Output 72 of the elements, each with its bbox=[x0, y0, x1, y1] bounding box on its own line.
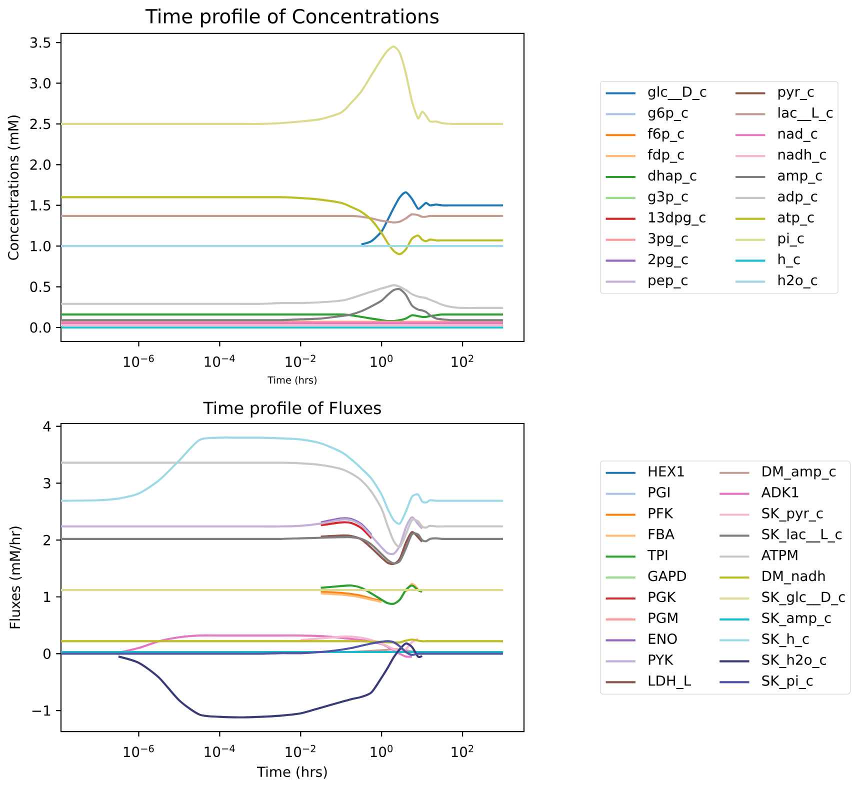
chart-title: Time profile of Fluxes bbox=[203, 401, 381, 418]
x-tick-label: 10$^{2}$ bbox=[452, 744, 474, 758]
legend-label: 2pg_c bbox=[648, 254, 688, 268]
x-tick-label: 10$^{−2}$ bbox=[286, 354, 316, 368]
y-axis-title: Fluxes (mM/hr) bbox=[9, 526, 22, 628]
y-tick-label: 3 bbox=[44, 478, 50, 488]
legend-label: GAPD bbox=[648, 570, 686, 582]
legend-label: HEX1 bbox=[648, 466, 684, 476]
legend-label: ATPM bbox=[761, 550, 798, 560]
y-tick-label: 2.0 bbox=[30, 159, 50, 170]
legend-label: ADK1 bbox=[761, 487, 798, 498]
legend-label: SK_amp_c bbox=[762, 612, 831, 626]
legend-label: g3p_c bbox=[648, 191, 688, 205]
x-axis-title: Time (hrs) bbox=[256, 766, 327, 779]
x-axis-title: Time (hrs) bbox=[268, 376, 316, 385]
x-tick-label: 10$^{−4}$ bbox=[204, 744, 235, 758]
y-tick-label: 0.0 bbox=[30, 322, 50, 333]
legend-label: FBA bbox=[648, 529, 674, 540]
legend-label: DM_nadh bbox=[762, 570, 825, 584]
legend-label: adp_c bbox=[778, 190, 818, 205]
legend-label: SK_pi_c bbox=[762, 675, 813, 689]
x-tick-label: 10$^{0}$ bbox=[370, 354, 393, 368]
legend-label: pi_c bbox=[778, 232, 804, 247]
legend-label: DM_amp_c bbox=[762, 466, 836, 480]
y-tick-label: 3.0 bbox=[30, 78, 50, 88]
legend-label: atp_c bbox=[778, 212, 814, 226]
y-tick-label: 1.5 bbox=[30, 200, 50, 211]
y-tick-label: −1 bbox=[32, 706, 50, 716]
chart-title: Time profile of Concentrations bbox=[145, 8, 439, 28]
legend-label: h2o_c bbox=[778, 274, 818, 288]
legend-label: SK_pyr_c bbox=[762, 508, 823, 522]
legend-label: dhap_c bbox=[648, 170, 696, 184]
legend-label: h_c bbox=[778, 254, 800, 268]
legend-label: g6p_c bbox=[648, 107, 688, 121]
legend-label: nad_c bbox=[778, 128, 818, 142]
legend-label: amp_c bbox=[778, 172, 822, 184]
y-tick-label: 1 bbox=[44, 592, 50, 602]
legend-label: fdp_c bbox=[648, 148, 684, 163]
legend-label: ENO bbox=[648, 634, 677, 644]
legend-label: pep_c bbox=[648, 277, 688, 288]
legend-label: SK_h_c bbox=[762, 633, 809, 648]
legend-label: 13dpg_c bbox=[649, 212, 706, 226]
legend-label: SK_glc__D_c bbox=[762, 591, 845, 606]
legend-label: LDH_L bbox=[648, 676, 692, 689]
legend-label: 3pg_c bbox=[648, 232, 688, 247]
x-tick-label: 10$^{2}$ bbox=[452, 354, 474, 368]
y-tick-label: 0 bbox=[44, 648, 50, 659]
x-tick-label: 10$^{−2}$ bbox=[286, 744, 316, 758]
y-tick-label: 3.5 bbox=[30, 37, 50, 48]
legend-label: PYK bbox=[648, 654, 674, 665]
legend-label: PFK bbox=[648, 508, 674, 518]
legend-label: SK_h2o_c bbox=[762, 654, 826, 668]
legend-label: nadh_c bbox=[778, 148, 826, 163]
y-tick-label: 0.5 bbox=[30, 282, 50, 292]
x-tick-label: 10$^{−6}$ bbox=[124, 354, 154, 368]
y-tick-label: 2 bbox=[44, 534, 50, 546]
legend-label: lac__L_c bbox=[778, 107, 833, 121]
legend-label: TPI bbox=[647, 550, 668, 560]
legend-label: PGM bbox=[648, 612, 678, 624]
x-tick-label: 10$^{0}$ bbox=[370, 744, 393, 758]
legend-label: SK_lac__L_c bbox=[762, 528, 842, 542]
x-tick-label: 10$^{−4}$ bbox=[204, 354, 235, 367]
y-axis-title: Concentrations (mM) bbox=[8, 115, 20, 260]
legend-label: PGI bbox=[648, 486, 670, 498]
y-tick-label: 4 bbox=[43, 421, 51, 432]
y-tick-label: 2.5 bbox=[30, 118, 50, 130]
y-tick-label: 1.0 bbox=[30, 240, 50, 252]
legend-label: pyr_c bbox=[778, 88, 814, 100]
x-tick-label: 10$^{−6}$ bbox=[124, 744, 154, 758]
legend-label: glc__D_c bbox=[648, 86, 706, 100]
legend-label: f6p_c bbox=[648, 128, 684, 142]
legend-label: PGK bbox=[648, 592, 676, 602]
